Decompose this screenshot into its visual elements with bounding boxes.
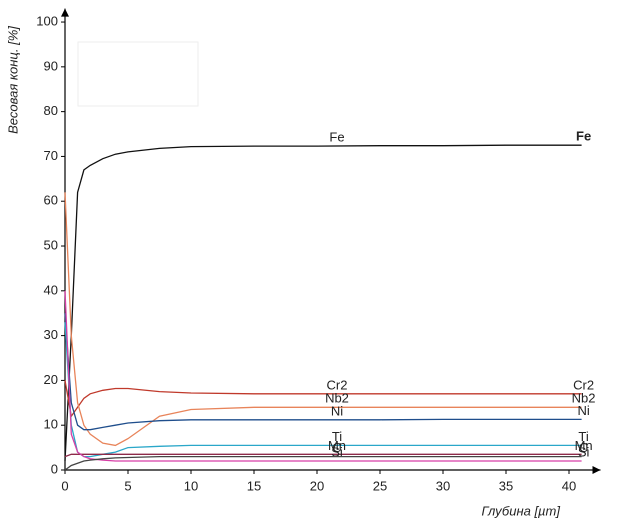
x-tick-label: 20: [310, 478, 324, 493]
series-label: Ti: [332, 429, 342, 444]
y-axis-arrow: [61, 8, 69, 17]
series-line: [64, 144, 582, 462]
series-line: [64, 380, 582, 418]
series-label: Ni: [331, 403, 343, 418]
y-tick-label: 40: [44, 282, 58, 297]
series-label: Ti: [578, 429, 588, 444]
y-tick-label: 0: [51, 461, 58, 476]
legend-box: [77, 41, 199, 107]
series-label: Cr2: [327, 377, 348, 392]
series-label: C: [332, 440, 341, 455]
series-label: Si: [578, 444, 590, 459]
series-label: C: [579, 440, 588, 455]
y-tick-label: 100: [36, 13, 58, 28]
series-label: Mn: [575, 438, 593, 453]
x-axis-arrow: [592, 466, 601, 474]
y-tick-label: 70: [44, 148, 58, 163]
series-label: Mn: [328, 438, 346, 453]
y-axis-title: Весовая конц. [%]: [5, 26, 20, 134]
series-label: Nb2: [325, 391, 349, 406]
series-label: Ni: [577, 403, 589, 418]
x-tick-label: 25: [373, 478, 387, 493]
y-tick-label: 90: [44, 58, 58, 73]
x-tick-label: 0: [61, 478, 68, 493]
x-tick-label: 40: [562, 478, 576, 493]
y-tick-label: 60: [44, 193, 58, 208]
series-line: [64, 313, 582, 431]
x-axis-title: Глубина [µm]: [481, 503, 560, 518]
series-label: Fe: [576, 129, 591, 144]
series-label: Fe: [329, 130, 344, 145]
x-tick-label: 35: [499, 478, 513, 493]
series-line: [64, 453, 582, 458]
series-line: [64, 290, 582, 462]
y-tick-label: 20: [44, 372, 58, 387]
y-tick-label: 50: [44, 237, 58, 252]
y-tick-label: 80: [44, 103, 58, 118]
series-label: Si: [331, 444, 343, 459]
series-line: [64, 192, 582, 447]
series-label: Nb2: [572, 391, 596, 406]
y-tick-label: 30: [44, 327, 58, 342]
x-tick-label: 30: [436, 478, 450, 493]
series-label: Cr2: [573, 377, 594, 392]
series-line: [64, 455, 582, 471]
y-tick-label: 10: [44, 417, 58, 432]
x-tick-label: 15: [247, 478, 261, 493]
x-tick-label: 10: [184, 478, 198, 493]
x-tick-label: 5: [124, 478, 131, 493]
